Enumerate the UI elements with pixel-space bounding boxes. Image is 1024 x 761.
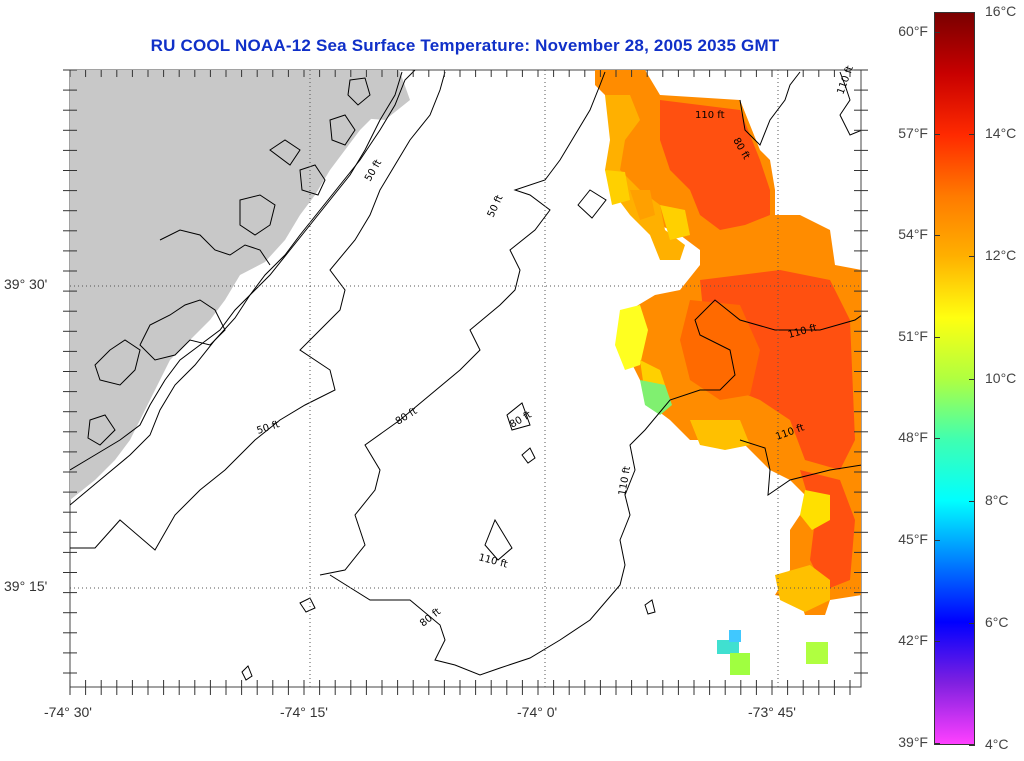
colorbar-tick bbox=[934, 336, 940, 338]
colorbar-tick bbox=[934, 32, 940, 33]
colorbar-celsius-label: 6°C bbox=[985, 613, 1009, 630]
colorbar-tick bbox=[969, 500, 975, 502]
x-tick-label: -73° 45' bbox=[748, 704, 796, 720]
coastline bbox=[70, 70, 416, 506]
contour-label: 110 ft bbox=[695, 110, 725, 121]
colorbar-fahrenheit-label: 57°F bbox=[898, 124, 928, 141]
colorbar-fahrenheit-label: 54°F bbox=[898, 226, 928, 243]
colorbar-fahrenheit-label: 48°F bbox=[898, 429, 928, 446]
colorbar-fahrenheit-label: 51°F bbox=[898, 327, 928, 344]
colorbar-tick bbox=[969, 12, 975, 13]
colorbar-tick bbox=[969, 745, 975, 746]
x-tick-label: -74° 30' bbox=[44, 704, 92, 720]
axis-ticks bbox=[63, 69, 868, 695]
colorbar-tick bbox=[934, 641, 940, 643]
colorbar-tick bbox=[969, 256, 975, 258]
colorbar-tick bbox=[969, 378, 975, 380]
bathymetry-contours bbox=[70, 71, 861, 681]
colorbar-celsius-label: 14°C bbox=[985, 125, 1017, 142]
map-title: RU COOL NOAA-12 Sea Surface Temperature:… bbox=[150, 36, 780, 55]
sst-map: 50 ft 50 ft 50 ft 80 ft 80 ft 80 ft 80 f… bbox=[63, 64, 868, 695]
colorbar-fahrenheit-label: 39°F bbox=[898, 734, 928, 750]
colorbar-fahrenheit-label: 60°F bbox=[898, 23, 928, 39]
colorbar-tick bbox=[934, 743, 940, 744]
y-tick-label: 39° 15' bbox=[4, 578, 48, 594]
colorbar-celsius-label: 8°C bbox=[985, 491, 1009, 508]
colorbar-tick bbox=[969, 622, 975, 624]
x-tick-label: -74° 15' bbox=[280, 704, 328, 720]
colorbar-celsius-label: 10°C bbox=[985, 369, 1017, 386]
colorbar-celsius-label: 16°C bbox=[985, 3, 1017, 19]
gridlines bbox=[70, 70, 861, 687]
colorbar-celsius-label: 12°C bbox=[985, 247, 1017, 264]
colorbar-fahrenheit-label: 42°F bbox=[898, 632, 928, 649]
y-tick-label: 39° 30' bbox=[4, 276, 48, 292]
colorbar-tick bbox=[969, 134, 975, 136]
colorbar-tick bbox=[934, 438, 940, 440]
colorbar-tick bbox=[934, 133, 940, 135]
colorbar-fahrenheit-label: 45°F bbox=[898, 530, 928, 547]
contour-label: 110 ft bbox=[617, 465, 633, 496]
colorbar-tick bbox=[934, 539, 940, 541]
colorbar-tick bbox=[934, 235, 940, 237]
x-tick-label: -74° 0' bbox=[517, 704, 558, 720]
land-mass bbox=[70, 70, 400, 500]
colorbar-celsius-label: 4°C bbox=[985, 736, 1009, 752]
